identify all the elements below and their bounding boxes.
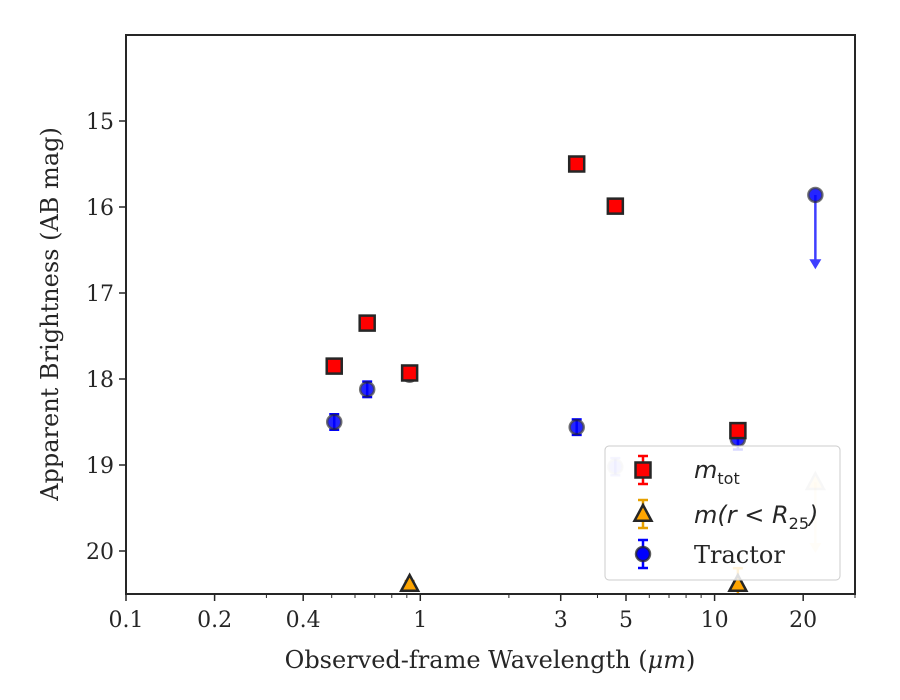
tractor-upper-limit-arrow (809, 194, 822, 270)
x-axis-label: Observed-frame Wavelength (μm) (285, 646, 696, 674)
legend: mtot m(r < R25) Tractor (604, 445, 841, 581)
mr25-point (727, 572, 749, 592)
mtot-point (567, 155, 586, 173)
legend-tractor-marker (634, 545, 652, 563)
tractor-point (325, 413, 343, 431)
mtot-point (400, 364, 419, 382)
tick-labels: 0.1 0.2 0.4 1 3 5 10 20 15 16 17 18 19 20 (86, 110, 817, 633)
tractor-point (568, 418, 585, 436)
arrow-head (809, 259, 822, 270)
y-axis-label: Apparent Brightness (AB mag) (36, 127, 64, 502)
x-tick-label: 5 (619, 608, 633, 633)
y-tick-label: 15 (86, 110, 114, 135)
tractor-point (358, 381, 376, 398)
mtot-point (606, 197, 625, 215)
x-tick-label: 0.4 (286, 608, 321, 633)
mtot-point (358, 314, 376, 332)
x-tick-label: 0.2 (197, 608, 232, 633)
legend-label-tractor: Tractor (694, 541, 785, 569)
legend-label-mr25: m(r < R25) (694, 501, 818, 533)
x-tick-label: 1 (413, 608, 427, 633)
mr25-point (399, 572, 421, 592)
plot-frame (125, 34, 856, 595)
y-tick-label: 17 (86, 282, 114, 307)
x-tick-label: 0.1 (109, 608, 144, 633)
tractor-point (807, 186, 824, 204)
x-tick-label: 20 (789, 608, 817, 633)
y-tick-label: 16 (86, 196, 114, 221)
legend-box (604, 445, 841, 581)
edge-points (727, 572, 749, 592)
mtot-point (325, 357, 343, 375)
legend-mr25-marker (632, 502, 654, 522)
legend-label-mtot: mtot (694, 456, 740, 488)
y-tick-label: 20 (86, 540, 114, 565)
y-tick-label: 19 (86, 454, 114, 479)
mtot-point (729, 421, 747, 440)
legend-mtot-marker (634, 461, 652, 479)
x-tick-label: 3 (554, 608, 568, 633)
x-tick-label: 10 (701, 608, 729, 633)
y-tick-label: 18 (86, 368, 114, 393)
